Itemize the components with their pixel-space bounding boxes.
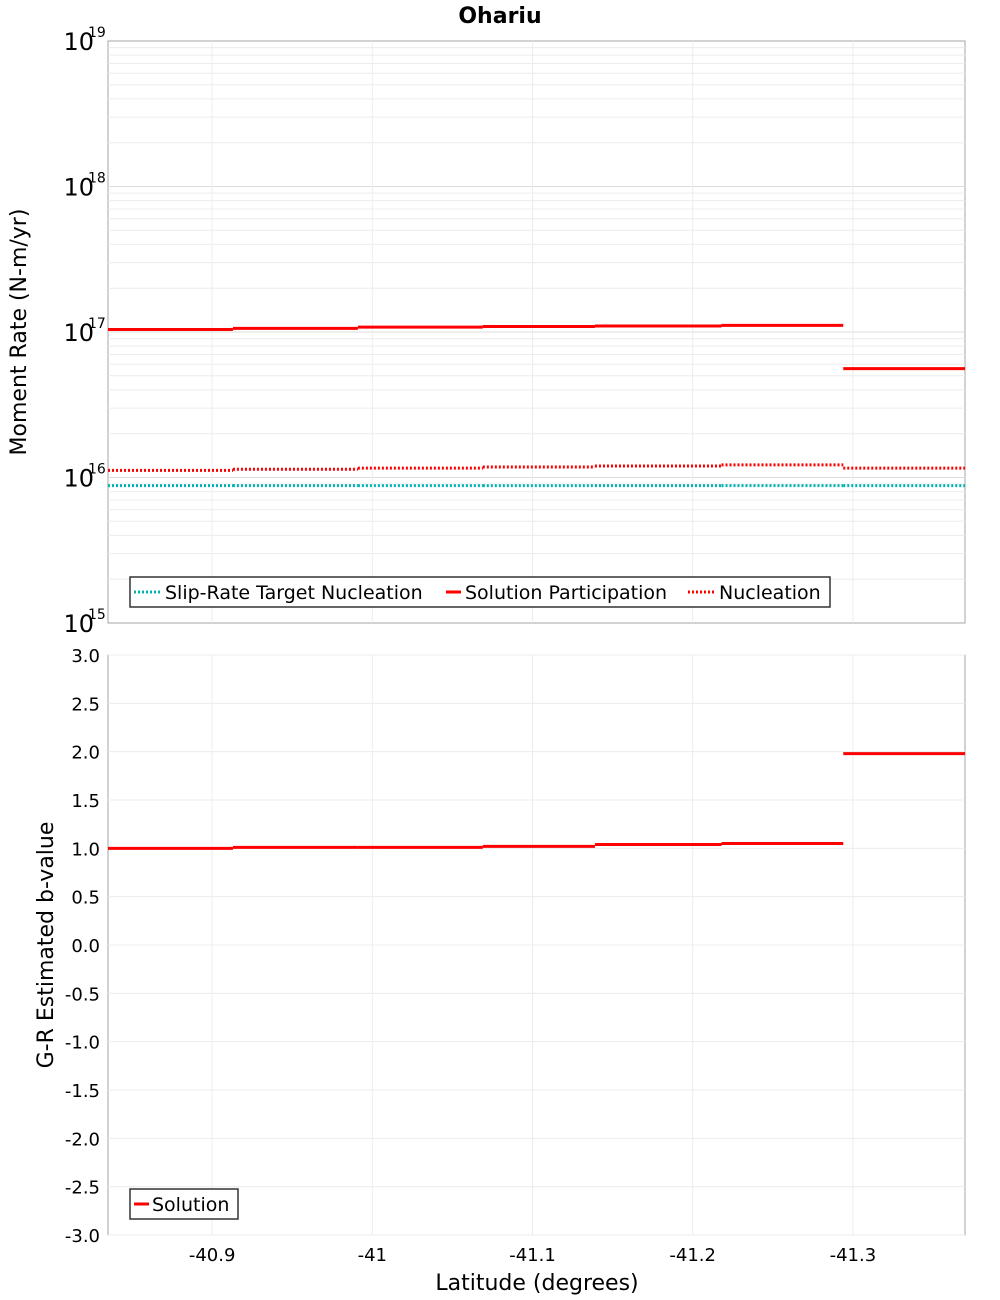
b-value-series bbox=[108, 752, 965, 850]
b-value-gridlines bbox=[108, 654, 965, 1236]
moment-rate-y-tick-exponent: 19 bbox=[88, 25, 106, 41]
moment-rate-y-tick-base: 10 bbox=[63, 28, 94, 56]
b-value-y-tick-label: -1.5 bbox=[65, 1081, 100, 1102]
moment-rate-y-tick-base: 10 bbox=[63, 319, 94, 347]
x-axis-label: Latitude (degrees) bbox=[435, 1271, 638, 1296]
b-value-y-tick-label: -0.5 bbox=[65, 984, 100, 1005]
x-tick-label: -40.9 bbox=[189, 1245, 236, 1266]
moment-rate-y-tick-base: 10 bbox=[63, 465, 94, 493]
b-value-y-tick-label: 3.0 bbox=[71, 646, 100, 667]
b-value-y-tick-label: 1.0 bbox=[71, 839, 100, 860]
legend-label-nucleation: Nucleation bbox=[719, 582, 821, 604]
legend-label-solution: Solution bbox=[152, 1194, 229, 1216]
moment-rate-series bbox=[108, 323, 965, 488]
b-value-y-tick-label: -2.5 bbox=[65, 1178, 100, 1199]
series-solution-participation bbox=[108, 323, 965, 371]
b-value-y-tick-label: 0.5 bbox=[71, 888, 100, 909]
b-value-y-tick-label: -2.0 bbox=[65, 1129, 100, 1150]
moment-rate-y-tick-exponent: 17 bbox=[88, 316, 106, 332]
moment-rate-y-tick-exponent: 15 bbox=[88, 607, 106, 623]
b-value-y-tick-label: -3.0 bbox=[65, 1226, 100, 1247]
b-value-y-tick-label: 2.5 bbox=[71, 694, 100, 715]
moment-rate-y-tick-exponent: 16 bbox=[88, 462, 106, 478]
b-value-y-tick-label: 0.0 bbox=[71, 936, 100, 957]
b-value-y-tick-label: 2.0 bbox=[71, 743, 100, 764]
legend-label-slip-rate-target: Slip-Rate Target Nucleation bbox=[165, 582, 423, 604]
series-solution bbox=[108, 752, 965, 850]
moment-rate-y-tick-exponent: 18 bbox=[88, 171, 106, 187]
x-axis-ticks: -40.9 -41 -41.1 -41.2 -41.3 bbox=[189, 1245, 876, 1266]
b-value-panel: -3.0 -2.5 -2.0 -1.5 -1.0 -0.5 0.0 0.5 1.0 1.5 2.0 2… bbox=[34, 646, 966, 1247]
series-nucleation bbox=[108, 463, 965, 472]
x-tick-label: -41.3 bbox=[830, 1245, 877, 1266]
b-value-legend: Solution bbox=[129, 1188, 239, 1220]
chart-title: Ohariu bbox=[458, 4, 541, 29]
x-tick-label: -41.1 bbox=[509, 1245, 556, 1266]
x-tick-label: -41.2 bbox=[669, 1245, 716, 1266]
moment-rate-legend: Slip-Rate Target Nucleation Solution Par… bbox=[129, 576, 831, 608]
b-value-y-axis-label: G-R Estimated b-value bbox=[34, 822, 59, 1069]
legend-label-solution-participation: Solution Participation bbox=[465, 582, 667, 604]
moment-rate-y-axis-label: Moment Rate (N-m/yr) bbox=[7, 209, 32, 456]
b-value-y-tick-label: 1.5 bbox=[71, 791, 100, 812]
b-value-y-ticks: -3.0 -2.5 -2.0 -1.5 -1.0 -0.5 0.0 0.5 1.0 1.5 2.0 2… bbox=[65, 646, 100, 1247]
moment-rate-y-tick-base: 10 bbox=[63, 610, 94, 638]
moment-rate-y-tick-base: 10 bbox=[63, 174, 94, 202]
x-tick-label: -41 bbox=[358, 1245, 387, 1266]
b-value-y-tick-label: -1.0 bbox=[65, 1033, 100, 1054]
